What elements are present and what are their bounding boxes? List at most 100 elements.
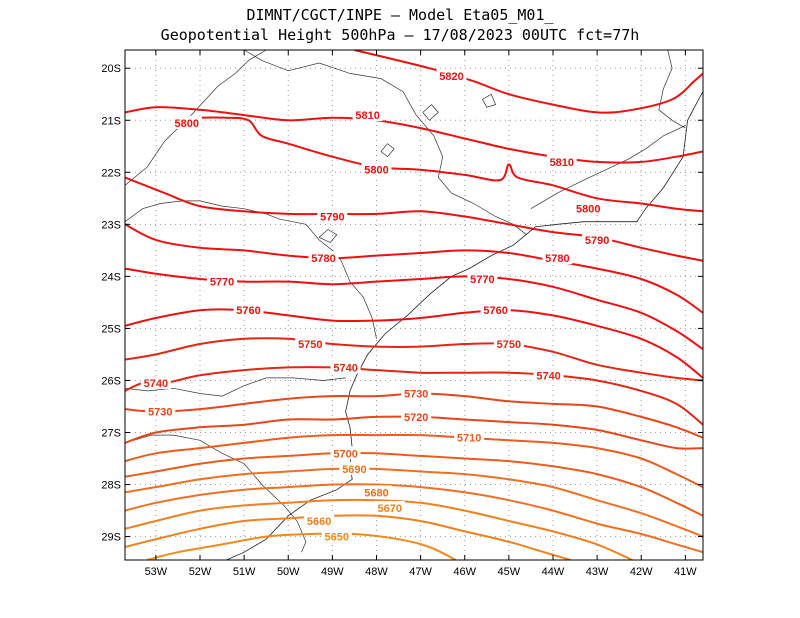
- contour-5790: [125, 176, 703, 262]
- contour-label-bg: [480, 303, 511, 317]
- y-tick-label: 22S: [101, 167, 121, 179]
- contour-label-bg: [321, 529, 352, 543]
- contour-label-bg: [361, 485, 392, 499]
- x-tick-label: 50W: [277, 566, 300, 578]
- contour-label: 5670: [377, 503, 401, 515]
- y-tick-label: 29S: [101, 532, 121, 544]
- contour-5800: [191, 116, 703, 213]
- chart-title-line-2: Geopotential Height 500hPa – 17/08/2023 …: [160, 26, 640, 44]
- state-border: [530, 125, 686, 210]
- contour-label-bg: [140, 376, 171, 390]
- contour-label-bg: [546, 154, 577, 168]
- contour-label-bg: [233, 303, 264, 317]
- contour-label-bg: [207, 274, 238, 288]
- contour-label-bg: [454, 430, 485, 444]
- contour-label: 5750: [497, 339, 521, 351]
- contour-label-bg: [467, 271, 498, 285]
- y-tick-label: 21S: [101, 115, 121, 127]
- x-tick-label: 51W: [233, 566, 256, 578]
- contour-label-bg: [330, 446, 361, 460]
- contour-label: 5740: [144, 378, 168, 390]
- contour-label-bg: [304, 513, 335, 527]
- x-tick-label: 45W: [498, 566, 521, 578]
- x-tick-label: 43W: [586, 566, 609, 578]
- y-tick-label: 24S: [101, 271, 121, 283]
- chart-title-line-1: DIMNT/CGCT/INPE – Model Eta05_M01_: [246, 6, 554, 24]
- contour-label-bg: [295, 337, 326, 351]
- contour-label: 5810: [355, 110, 379, 122]
- contour-label: 5760: [236, 305, 260, 317]
- contour-5700: [125, 452, 703, 517]
- contour-5680: [125, 483, 703, 554]
- x-tick-label: 46W: [453, 566, 476, 578]
- contour-labels: 5820 5810 5810 5800 5800 5800 5790 5790 5780 5780…: [140, 69, 613, 544]
- contour-5750: [125, 337, 703, 382]
- contour-label-bg: [401, 386, 432, 400]
- axes: 53W 52W 51W 50W 49W 48W 47W 46W 45W 44W 43W 42W 41W 2…: [101, 50, 703, 578]
- contour-5710: [125, 433, 703, 489]
- contour-5660: [125, 514, 571, 560]
- state-border: [125, 434, 307, 553]
- y-tick-label: 27S: [101, 428, 121, 440]
- contour-5810: [125, 106, 703, 164]
- state-border: [658, 50, 686, 129]
- contour-label-bg: [145, 404, 176, 418]
- contour-label-bg: [317, 209, 348, 223]
- state-border: [125, 377, 346, 397]
- state-border: [243, 50, 527, 235]
- contour-5670: [125, 498, 633, 560]
- contour-label: 5800: [576, 204, 600, 216]
- reservoir: [422, 104, 439, 121]
- contour-5690: [125, 467, 703, 538]
- contour-label: 5720: [404, 412, 428, 424]
- contour-label-bg: [493, 337, 524, 351]
- contour-label: 5680: [364, 487, 388, 499]
- contour-label-bg: [171, 115, 202, 129]
- contour-label-bg: [582, 232, 613, 246]
- contour-label: 5790: [585, 235, 609, 247]
- contour-label: 5820: [439, 71, 463, 83]
- grid: [125, 50, 703, 560]
- contour-label-bg: [352, 108, 383, 122]
- x-tick-label: 47W: [409, 566, 432, 578]
- contour-label-bg: [308, 251, 339, 265]
- contour-label: 5710: [457, 433, 481, 445]
- y-tick-label: 23S: [101, 219, 121, 231]
- reservoir: [380, 143, 395, 158]
- contour-label: 5800: [364, 165, 388, 177]
- contour-label: 5730: [148, 407, 172, 419]
- x-tick-label: 42W: [630, 566, 653, 578]
- contour-label-bg: [401, 409, 432, 423]
- contour-label: 5780: [311, 253, 335, 265]
- x-tick-label: 41W: [674, 566, 697, 578]
- reservoir: [318, 229, 338, 244]
- plot-area: [125, 50, 703, 560]
- contour-5650: [146, 532, 457, 560]
- contour-label-bg: [374, 500, 405, 514]
- contour-5740: [125, 366, 703, 426]
- contour-label-bg: [361, 162, 392, 176]
- contour-label: 5780: [545, 253, 569, 265]
- contour-label: 5800: [175, 118, 199, 130]
- y-tick-label: 25S: [101, 323, 121, 335]
- contour-label: 5730: [404, 388, 428, 400]
- x-tick-label: 48W: [365, 566, 388, 578]
- contour-label: 5750: [298, 339, 322, 351]
- contour-label: 5770: [470, 274, 494, 286]
- contour-5780: [125, 223, 703, 314]
- contour-label: 5690: [342, 464, 366, 476]
- contour-5760: [125, 308, 703, 379]
- contour-label: 5760: [483, 305, 507, 317]
- y-tick-label: 20S: [101, 63, 121, 75]
- contour-label: 5810: [550, 157, 574, 169]
- contour-label-bg: [339, 461, 370, 475]
- y-tick-label: 28S: [101, 480, 121, 492]
- x-tick-label: 53W: [145, 566, 168, 578]
- geography: [125, 50, 703, 560]
- state-border: [125, 50, 267, 186]
- coastline: [125, 91, 703, 560]
- x-tick-label: 52W: [189, 566, 212, 578]
- contour-label: 5700: [333, 448, 357, 460]
- plot-frame: [124, 49, 704, 561]
